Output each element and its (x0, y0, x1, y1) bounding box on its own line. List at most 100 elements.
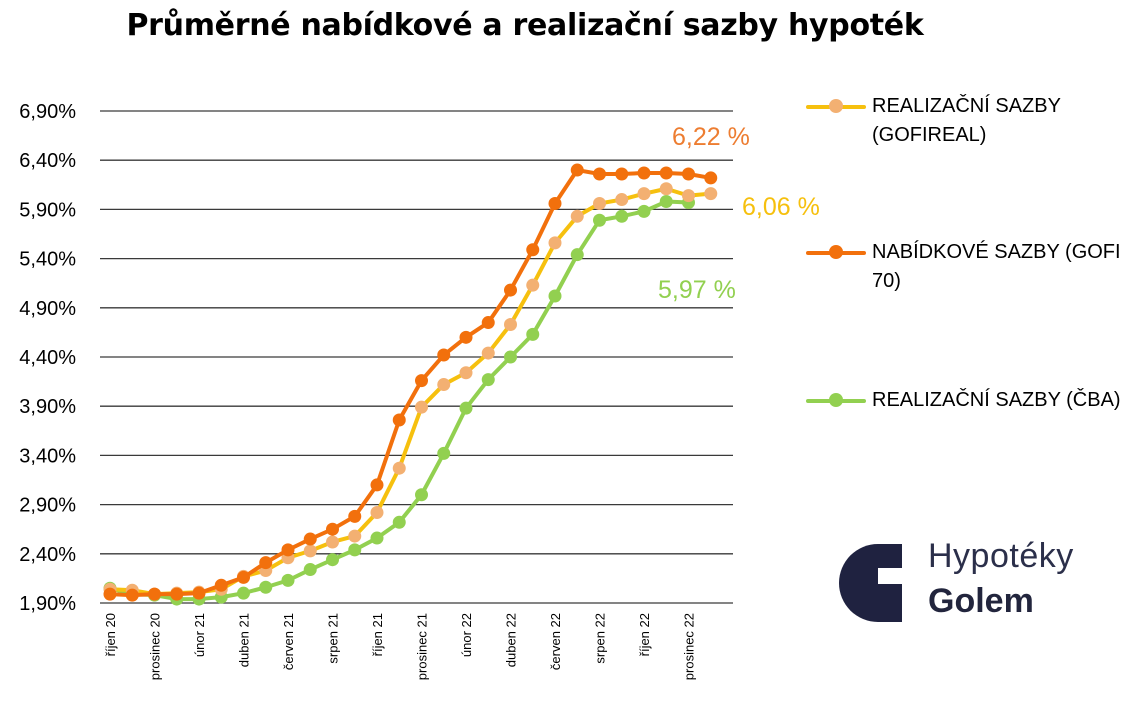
data-point (348, 543, 362, 557)
data-point (504, 318, 517, 332)
data-point (237, 586, 250, 600)
data-point (281, 543, 295, 557)
data-point (370, 505, 384, 519)
y-tick-label: 2,90% (19, 495, 76, 517)
data-point (637, 204, 651, 218)
golem-logo-icon (839, 544, 902, 622)
x-tick-label: červen 22 (548, 613, 563, 670)
data-point (593, 213, 606, 227)
data-point (659, 182, 673, 196)
y-tick-label: 6,40% (19, 150, 76, 172)
y-tick-label: 3,90% (19, 396, 76, 418)
data-point (504, 283, 517, 297)
data-point (481, 373, 495, 387)
data-point (303, 532, 317, 546)
data-point (570, 163, 584, 177)
y-tick-label: 3,40% (19, 445, 76, 467)
data-point (548, 236, 562, 250)
data-point (170, 587, 184, 601)
legend-marker (829, 99, 843, 113)
data-point (437, 378, 451, 392)
data-point (526, 327, 540, 341)
x-tick-label: červen 21 (281, 613, 296, 670)
data-point (659, 166, 673, 180)
y-tick-label: 4,40% (19, 347, 76, 369)
data-point (281, 573, 295, 587)
data-point (526, 243, 540, 257)
data-point (192, 586, 206, 600)
data-point (148, 587, 161, 601)
data-point (548, 196, 562, 210)
data-point (704, 171, 718, 185)
data-point (326, 553, 339, 567)
data-point (593, 196, 606, 210)
data-point (682, 167, 695, 181)
data-point (125, 588, 139, 602)
series-line (108, 168, 713, 598)
y-tick-label: 1,90% (19, 593, 76, 615)
legend-label-cba: REALIZAČNÍ SAZBY (ČBA) (872, 389, 1121, 411)
end-value-label: 6,22 % (672, 123, 750, 151)
data-point (392, 461, 406, 475)
chart-title: Průměrné nabídkové a realizační sazby hy… (126, 8, 924, 43)
y-tick-label: 6,90% (19, 101, 76, 123)
series-line (108, 186, 713, 597)
data-point (570, 248, 584, 262)
data-point (259, 556, 273, 570)
legend-item-gofireal: REALIZAČNÍ SAZBY (GOFIREAL) (806, 95, 1136, 150)
data-point (348, 529, 362, 543)
data-point (682, 189, 695, 203)
x-tick-label: duben 22 (504, 613, 519, 667)
data-point (615, 193, 629, 207)
x-tick-label: říjen 22 (637, 613, 652, 656)
series-line (108, 199, 691, 602)
legend-label-gofi70: NABÍDKOVÉ SAZBY (GOFI 70) (872, 241, 1121, 292)
data-point (415, 400, 428, 414)
y-tick-label: 2,40% (19, 544, 76, 566)
end-value-label: 6,06 % (742, 193, 820, 221)
data-point (326, 522, 339, 536)
x-tick-label: únor 22 (459, 613, 474, 657)
y-tick-label: 5,40% (19, 249, 76, 271)
data-point (459, 401, 473, 415)
data-point (370, 478, 384, 492)
data-point (459, 330, 473, 344)
y-tick-label: 5,90% (19, 199, 76, 221)
y-tick-label: 4,90% (19, 298, 76, 320)
data-point (237, 570, 250, 584)
logo-text-golem: Golem (928, 582, 1034, 620)
legend-item-gofi70: NABÍDKOVÉ SAZBY (GOFI 70) (806, 241, 1136, 296)
x-tick-label: únor 21 (192, 613, 207, 657)
data-point (593, 167, 606, 181)
x-tick-label: srpen 22 (593, 613, 608, 664)
data-point (370, 531, 384, 545)
data-point (303, 563, 317, 577)
x-tick-label: prosinec 21 (415, 613, 430, 680)
data-point (415, 488, 428, 502)
legend-marker (829, 245, 843, 259)
legend-marker (829, 393, 843, 407)
data-point (259, 580, 273, 594)
data-point (415, 374, 428, 388)
data-point (659, 195, 673, 209)
x-tick-label: říjen 20 (103, 613, 118, 656)
data-point (481, 346, 495, 360)
data-point (437, 348, 451, 362)
data-point (637, 187, 651, 201)
data-point (570, 209, 584, 223)
data-point (392, 413, 406, 427)
data-point (615, 209, 629, 223)
x-tick-label: srpen 21 (326, 613, 341, 664)
data-point (103, 587, 117, 601)
data-point (548, 289, 562, 303)
data-point (303, 544, 317, 558)
data-point (504, 350, 517, 364)
data-point (392, 515, 406, 529)
data-point (326, 535, 339, 549)
x-tick-label: duben 21 (237, 613, 252, 667)
legend-swatch-cba (806, 390, 866, 410)
x-tick-label: říjen 21 (370, 613, 385, 656)
legend-label-gofireal: REALIZAČNÍ SAZBY (GOFIREAL) (872, 95, 1061, 146)
data-point (481, 316, 495, 330)
